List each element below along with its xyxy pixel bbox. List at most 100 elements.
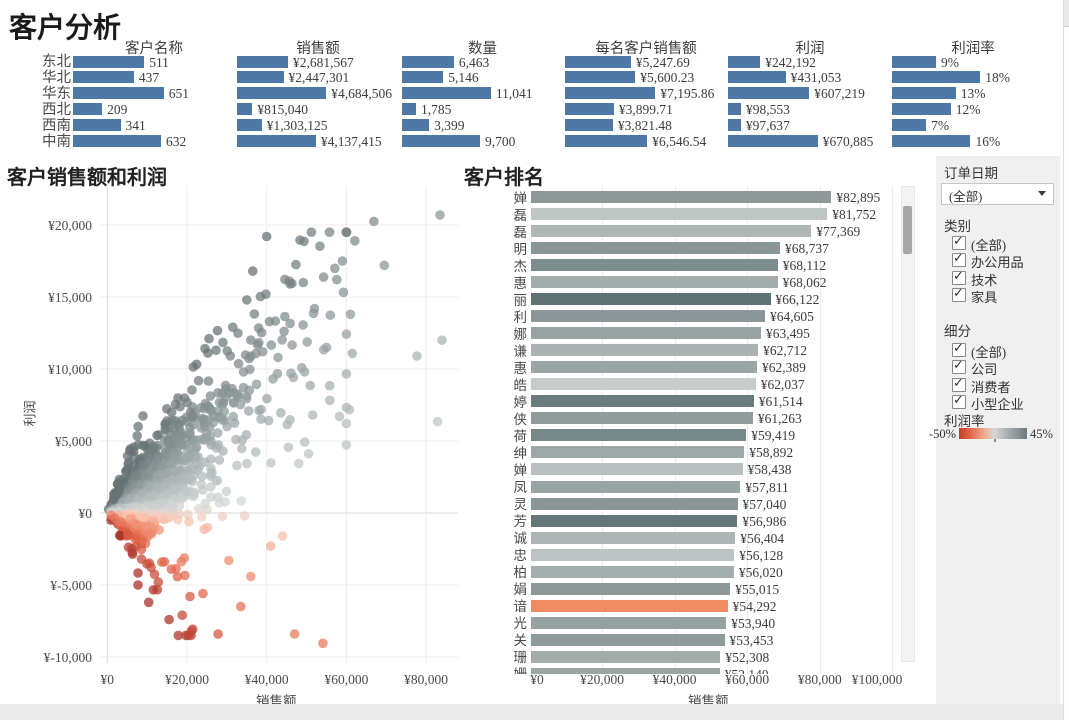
ranking-bar[interactable] (530, 191, 832, 203)
region-bar[interactable] (891, 55, 936, 68)
scatter-point[interactable] (277, 531, 288, 541)
ranking-bar[interactable] (530, 599, 728, 612)
ranking-bar[interactable] (530, 616, 727, 629)
scatter-point[interactable] (228, 322, 238, 332)
scatter-point[interactable] (146, 452, 156, 462)
region-bar[interactable] (401, 55, 454, 68)
region-bar[interactable] (73, 87, 164, 100)
scatter-point[interactable] (174, 500, 185, 511)
region-bar[interactable] (73, 103, 103, 116)
scatter-point[interactable] (221, 486, 232, 497)
scatter-point[interactable] (286, 368, 296, 378)
scatter-point[interactable] (206, 482, 216, 492)
ranking-bar[interactable] (530, 395, 754, 408)
scatter-point[interactable] (212, 325, 223, 336)
region-bar[interactable] (891, 71, 981, 84)
scatter-point[interactable] (341, 227, 352, 237)
scatter-point[interactable] (132, 470, 142, 481)
scatter-point[interactable] (180, 570, 190, 581)
ranking-bar[interactable] (530, 514, 738, 527)
scatter-point[interactable] (114, 474, 125, 485)
scatter-point[interactable] (177, 610, 187, 620)
scatter-point[interactable] (245, 364, 255, 375)
scatter-point[interactable] (194, 504, 204, 514)
scatter-point[interactable] (206, 492, 216, 503)
scatter-point[interactable] (306, 227, 317, 237)
region-bar[interactable] (727, 71, 786, 84)
scatter-point[interactable] (232, 460, 242, 471)
scatter-point[interactable] (347, 348, 358, 359)
region-bar[interactable] (564, 135, 648, 148)
scatter-point[interactable] (173, 630, 184, 641)
category-checkbox[interactable]: ✓ (952, 234, 966, 250)
scatter-point[interactable] (154, 525, 164, 535)
scatter-point[interactable] (149, 500, 159, 510)
scatter-point[interactable] (211, 345, 221, 355)
scatter-point[interactable] (369, 216, 379, 227)
segment-checkbox[interactable]: ✓ (952, 341, 966, 357)
scatter-point[interactable] (177, 440, 188, 450)
scatter-point[interactable] (172, 571, 183, 582)
scatter-point[interactable] (191, 442, 202, 453)
scatter-point[interactable] (166, 407, 177, 417)
scatter-point[interactable] (177, 431, 187, 441)
scatter-point[interactable] (237, 443, 247, 454)
scatter-point[interactable] (129, 518, 140, 529)
scatter-point[interactable] (121, 466, 131, 477)
region-bar[interactable] (891, 119, 927, 132)
region-bar[interactable] (73, 71, 134, 84)
scatter-point[interactable] (282, 419, 292, 430)
scatter-point[interactable] (345, 309, 356, 320)
scatter-point[interactable] (200, 418, 210, 428)
ranking-bar[interactable] (530, 667, 720, 674)
region-bar[interactable] (891, 87, 956, 100)
scatter-point[interactable] (299, 236, 309, 247)
scatter-point[interactable] (307, 410, 318, 420)
scatter-point[interactable] (159, 557, 170, 567)
scatter-point[interactable] (236, 601, 246, 612)
scatter-point[interactable] (184, 517, 194, 527)
region-bar[interactable] (73, 135, 162, 148)
scatter-point[interactable] (239, 511, 250, 521)
scatter-point[interactable] (334, 411, 345, 422)
scatter-point[interactable] (243, 406, 254, 416)
segment-checkbox[interactable]: ✓ (952, 358, 966, 374)
scatter-point[interactable] (173, 393, 183, 403)
scatter-point[interactable] (219, 406, 230, 417)
page-scrollbar-track[interactable] (1063, 0, 1069, 720)
scatter-point[interactable] (305, 380, 315, 391)
scatter-point[interactable] (189, 489, 200, 500)
scatter-point[interactable] (205, 431, 215, 441)
ranking-bar[interactable] (530, 242, 780, 255)
scatter-point[interactable] (144, 492, 154, 503)
scatter-point[interactable] (246, 571, 256, 582)
scatter-point[interactable] (161, 449, 171, 460)
scatter-point[interactable] (148, 442, 158, 452)
scatter-point[interactable] (204, 333, 214, 344)
scatter-point[interactable] (303, 449, 314, 459)
scatter-point[interactable] (214, 498, 225, 508)
scatter-point[interactable] (186, 626, 197, 636)
scatter-point[interactable] (273, 352, 283, 363)
scatter-point[interactable] (218, 337, 228, 348)
scatter-point[interactable] (225, 351, 236, 361)
region-bar[interactable] (236, 87, 327, 100)
scatter-point[interactable] (224, 555, 234, 566)
scatter-point[interactable] (213, 629, 223, 639)
scatter-point[interactable] (241, 430, 252, 440)
scatter-point[interactable] (132, 431, 142, 441)
region-bar[interactable] (236, 119, 262, 132)
scatter-point[interactable] (242, 458, 252, 469)
scatter-point[interactable] (341, 329, 352, 339)
scatter-point[interactable] (148, 585, 159, 595)
scatter-point[interactable] (159, 482, 170, 492)
scatter-point[interactable] (221, 392, 231, 402)
scatter-point[interactable] (125, 444, 135, 454)
scatter-point[interactable] (277, 335, 287, 345)
region-bar[interactable] (73, 55, 145, 68)
region-bar[interactable] (236, 103, 253, 116)
scatter-point[interactable] (166, 429, 176, 440)
scatter-point[interactable] (244, 353, 254, 364)
scatter-point[interactable] (248, 266, 258, 276)
scatter-point[interactable] (241, 393, 252, 404)
